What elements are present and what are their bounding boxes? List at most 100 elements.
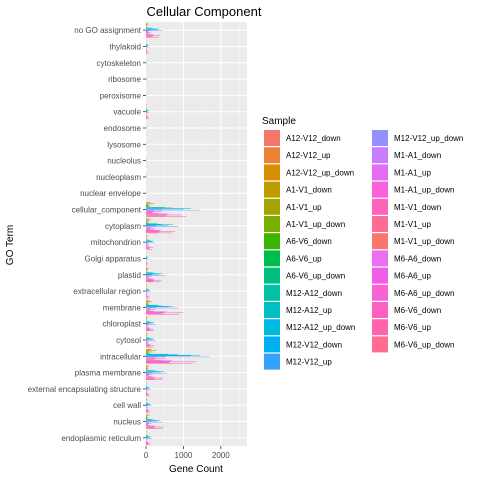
x-tick-label: 2000	[212, 451, 230, 460]
bar-A1-V1_up_down-mitochondrion	[146, 237, 147, 239]
bar-M12-V12_up-no-GO-assignment	[146, 29, 151, 31]
bar-M6-A6_up-intracellular	[146, 360, 170, 362]
bar-M6-A6_down-cytosol	[146, 344, 151, 345]
bar-A12-V12_up_down-chloroplast	[146, 317, 148, 318]
bar-M1-V1_up_down-chloroplast	[146, 327, 149, 328]
bar-A6-V6_down-cytoplasm	[146, 221, 148, 223]
bar-M6-V6_up-membrane	[146, 313, 163, 315]
bar-A12-V12_up_down-cellular_component	[146, 203, 155, 204]
bar-M12-V12_up_down-no-GO-assignment	[146, 30, 163, 31]
y-tick-label: lysosome	[107, 140, 141, 149]
bar-M1-V1_down-nucleus	[146, 423, 148, 425]
bar-M1-A1_up-plasma-membrane	[146, 373, 150, 375]
bar-M6-V6_up_down-membrane	[146, 314, 179, 315]
bar-M6-A6_up-plastid	[146, 279, 154, 280]
bar-M1-A1_down-extracellular-region	[146, 291, 147, 293]
bar-A12-V12_up-intracellular	[146, 349, 151, 351]
bar-M1-V1_up_down-vacuole	[146, 115, 147, 116]
bar-M6-V6_down-nucleus	[146, 427, 155, 428]
bar-M12-V12_up_down-cytosol	[146, 340, 156, 341]
bar-A12-V12_down-cytoplasm	[146, 218, 149, 220]
legend-key	[264, 353, 280, 370]
bar-M1-V1_up_down-thylakoid	[146, 49, 147, 51]
bar-M12-V12_up_down-ribosome	[146, 79, 147, 80]
bar-A1-V1_up_down-cytosol	[146, 335, 148, 336]
x-axis: 0 1000 2000	[144, 446, 230, 460]
bar-A6-V6_down-cellular_component	[146, 205, 148, 207]
bar-M12-A12_up_down-endoplasmic-reticulum	[146, 436, 151, 438]
bar-M1-V1_up_down-external-encapsulating-structure	[146, 392, 148, 393]
bar-M6-A6_up_down-nucleus	[146, 426, 164, 428]
y-tick-label: peroxisome	[100, 91, 142, 100]
bar-A1-V1_down-cellular_component	[146, 203, 149, 205]
bar-M1-V1_up-plasma-membrane	[146, 375, 149, 377]
bar-A12-V12_up-mitochondrion	[146, 235, 147, 236]
legend-key	[264, 130, 280, 146]
bar-M1-A1_up_down-cytoplasm	[146, 227, 156, 229]
bar-M1-V1_down-cytosol	[146, 342, 148, 343]
bar-M6-A6_up_down-cytoplasm	[146, 231, 175, 232]
bar-M6-V6_up_down-extracellular-region	[146, 297, 150, 299]
bar-A1-V1_up-plasma-membrane	[146, 367, 148, 368]
bar-A12-V12_down-no-GO-assignment	[146, 22, 148, 24]
legend-key	[372, 198, 388, 215]
bar-M1-A1_up-intracellular	[146, 357, 157, 359]
bar-M12-A12_up-membrane	[146, 305, 162, 307]
bar-M6-V6_down-Golgi-apparatus	[146, 264, 147, 265]
legend-label: M1-A1_down	[394, 151, 441, 160]
bar-M12-V12_up_down-cytoplasm	[146, 226, 179, 227]
bar-A1-V1_up_down-no-GO-assignment	[146, 25, 148, 27]
legend-key	[372, 250, 388, 267]
bar-M1-A1_up-cell-wall	[146, 406, 147, 408]
bar-A6-V6_down-membrane	[146, 303, 148, 304]
y-tick-label: vacuole	[113, 108, 141, 117]
bar-M1-A1_down-plastid	[146, 275, 149, 277]
legend-key	[372, 336, 388, 353]
bar-M1-V1_up-cellular_component	[146, 212, 153, 214]
bar-M12-V12_up-vacuole	[146, 111, 147, 112]
bar-A1-V1_down-nucleus	[146, 415, 148, 417]
bar-A1-V1_up_down-nucleus	[146, 416, 149, 418]
bar-M12-V12_up_down-membrane	[146, 307, 179, 309]
bar-M12-V12_up-thylakoid	[146, 46, 147, 47]
bar-M6-A6_down-cell-wall	[146, 409, 149, 410]
bar-M12-V12_up-chloroplast	[146, 323, 149, 324]
bar-M12-V12_up_down-plasma-membrane	[146, 372, 168, 374]
legend-key	[264, 147, 280, 164]
bar-M6-A6_up_down-vacuole	[146, 116, 149, 118]
bar-M1-A1_down-cell-wall	[146, 406, 147, 407]
legend: Sample A12-V12_down A12-V12_up A12-V12_up_…	[262, 116, 463, 370]
bar-M12-A12_up_down-membrane	[146, 306, 173, 307]
bar-M12-A12_down-plasma-membrane	[146, 370, 154, 371]
bar-M6-V6_up_down-cytosol	[146, 346, 154, 348]
bar-A1-V1_down-membrane	[146, 301, 149, 303]
bar-A12-V12_down-plastid	[146, 267, 148, 268]
bar-M1-V1_down-plasma-membrane	[146, 375, 149, 376]
bar-M6-A6_up-extracellular-region	[146, 295, 148, 297]
bar-M1-A1_up_down-endoplasmic-reticulum	[146, 439, 148, 441]
bar-M1-V1_down-cytoplasm	[146, 228, 150, 229]
bar-M12-V12_up_down-nucleoplasm	[146, 177, 147, 178]
bar-M6-V6_up_down-intracellular	[146, 363, 193, 364]
legend-key	[264, 233, 280, 250]
bar-M12-V12_up_down-cell-wall	[146, 405, 152, 407]
bar-M12-V12_down-Golgi-apparatus	[146, 257, 148, 259]
bar-M12-A12_up-mitochondrion	[146, 240, 151, 241]
bar-A6-V6_up_down-plasma-membrane	[146, 369, 148, 371]
bar-M6-A6_up_down-membrane	[146, 312, 184, 314]
bar-A1-V1_up_down-extracellular-region	[146, 286, 147, 287]
bar-M12-A12_down-intracellular	[146, 353, 169, 355]
bar-M1-A1_up-nucleus	[146, 422, 149, 424]
bar-M1-V1_down-no-GO-assignment	[146, 32, 148, 34]
panel-background	[146, 22, 247, 446]
bar-M6-A6_down-external-encapsulating-structure	[146, 393, 148, 394]
legend-label: M6-A6_up_down	[394, 289, 454, 298]
y-tick-label: Golgi apparatus	[85, 254, 141, 263]
bar-M12-A12_up_down-no-GO-assignment	[146, 28, 160, 30]
bar-A6-V6_up-intracellular	[146, 352, 149, 354]
bar-M12-V12_down-endoplasmic-reticulum	[146, 437, 150, 438]
bar-M6-A6_up_down-plastid	[146, 279, 162, 281]
bar-M6-A6_up_down-chloroplast	[146, 328, 154, 330]
bar-M12-A12_up_down-cytoplasm	[146, 224, 173, 226]
bar-A12-V12_down-cell-wall	[146, 397, 147, 399]
